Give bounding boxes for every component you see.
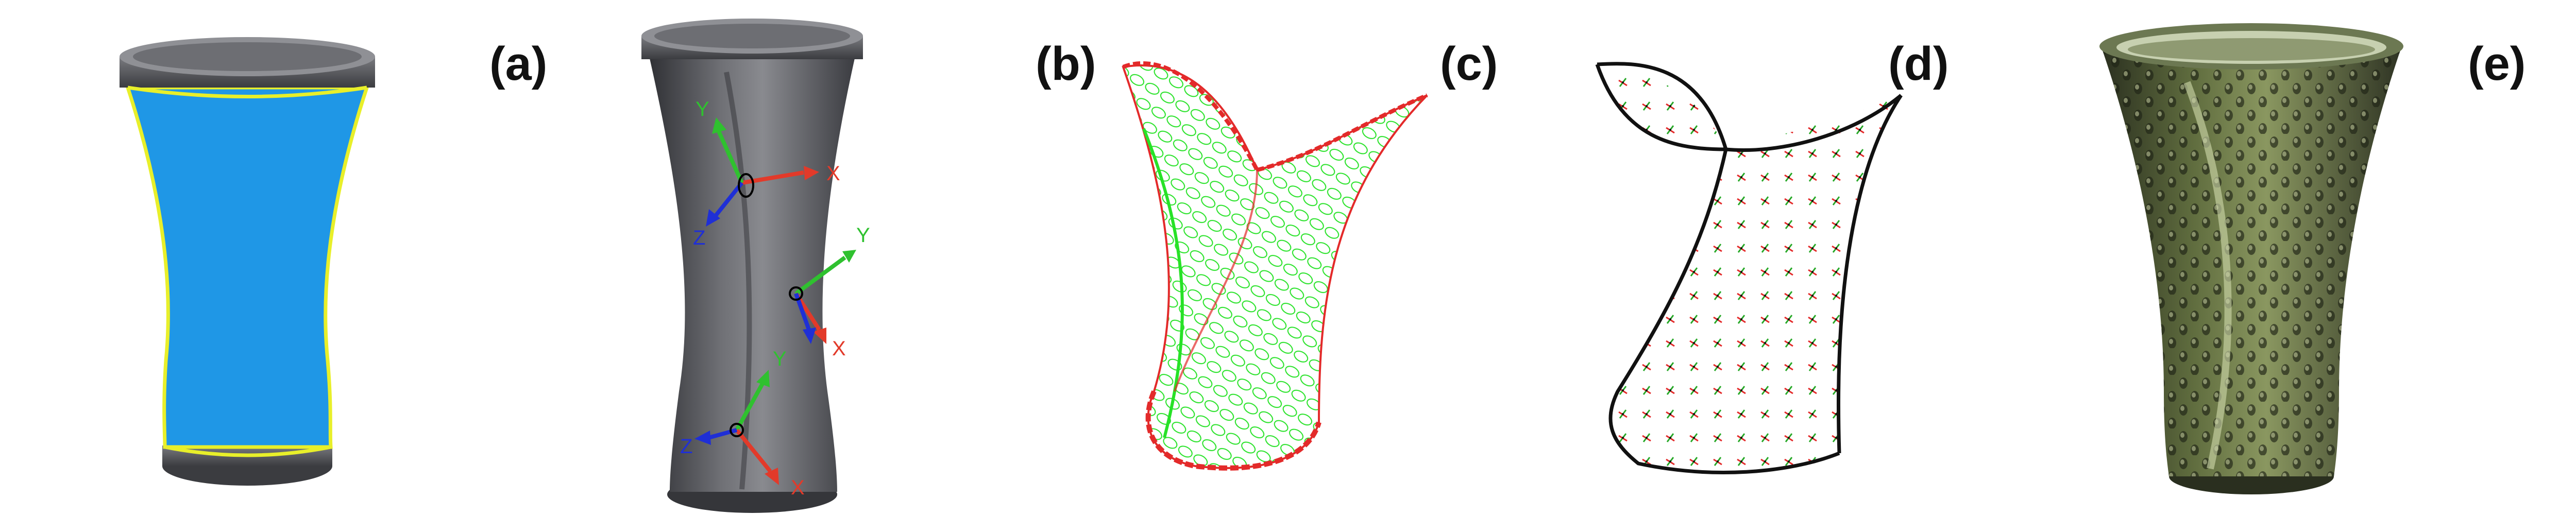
axis-label-x-1: X — [826, 162, 840, 185]
panel-label-b: (b) — [1036, 38, 1096, 90]
axis-label-y-3: Y — [773, 348, 787, 370]
axis-label-x-3: X — [791, 476, 805, 499]
axis-label-y-1: Y — [696, 98, 709, 121]
vase-b-model — [641, 19, 863, 513]
panel-label-e: (e) — [2468, 38, 2526, 90]
blue-surface — [125, 85, 369, 449]
axis-label-x-2: X — [832, 337, 846, 360]
panel-a: (a) — [120, 37, 547, 486]
panel-d: (d) — [1595, 38, 1948, 474]
axis-label-z-1: Z — [693, 227, 705, 249]
panel-c: (c) — [1122, 38, 1498, 471]
vase-a-model — [120, 37, 375, 486]
direction-field-curves — [1595, 62, 1903, 474]
textured-vase-render — [2099, 23, 2403, 494]
panel-e: (e) — [2099, 23, 2526, 494]
coordinate-frame-1: X Y Z — [693, 98, 840, 249]
coordinate-frame-3: Y X Z — [680, 348, 805, 499]
panel-label-d: (d) — [1888, 38, 1948, 90]
axis-label-y-2: Y — [856, 224, 870, 247]
panel-b: X Y Z Y X Y X Z (b) — [641, 19, 1096, 513]
axis-label-z-3: Z — [680, 435, 692, 458]
panel-label-c: (c) — [1440, 38, 1498, 90]
frame-field-mesh — [1122, 61, 1428, 471]
panel-label-a: (a) — [489, 38, 547, 90]
coordinate-frame-2: Y X — [789, 224, 870, 360]
